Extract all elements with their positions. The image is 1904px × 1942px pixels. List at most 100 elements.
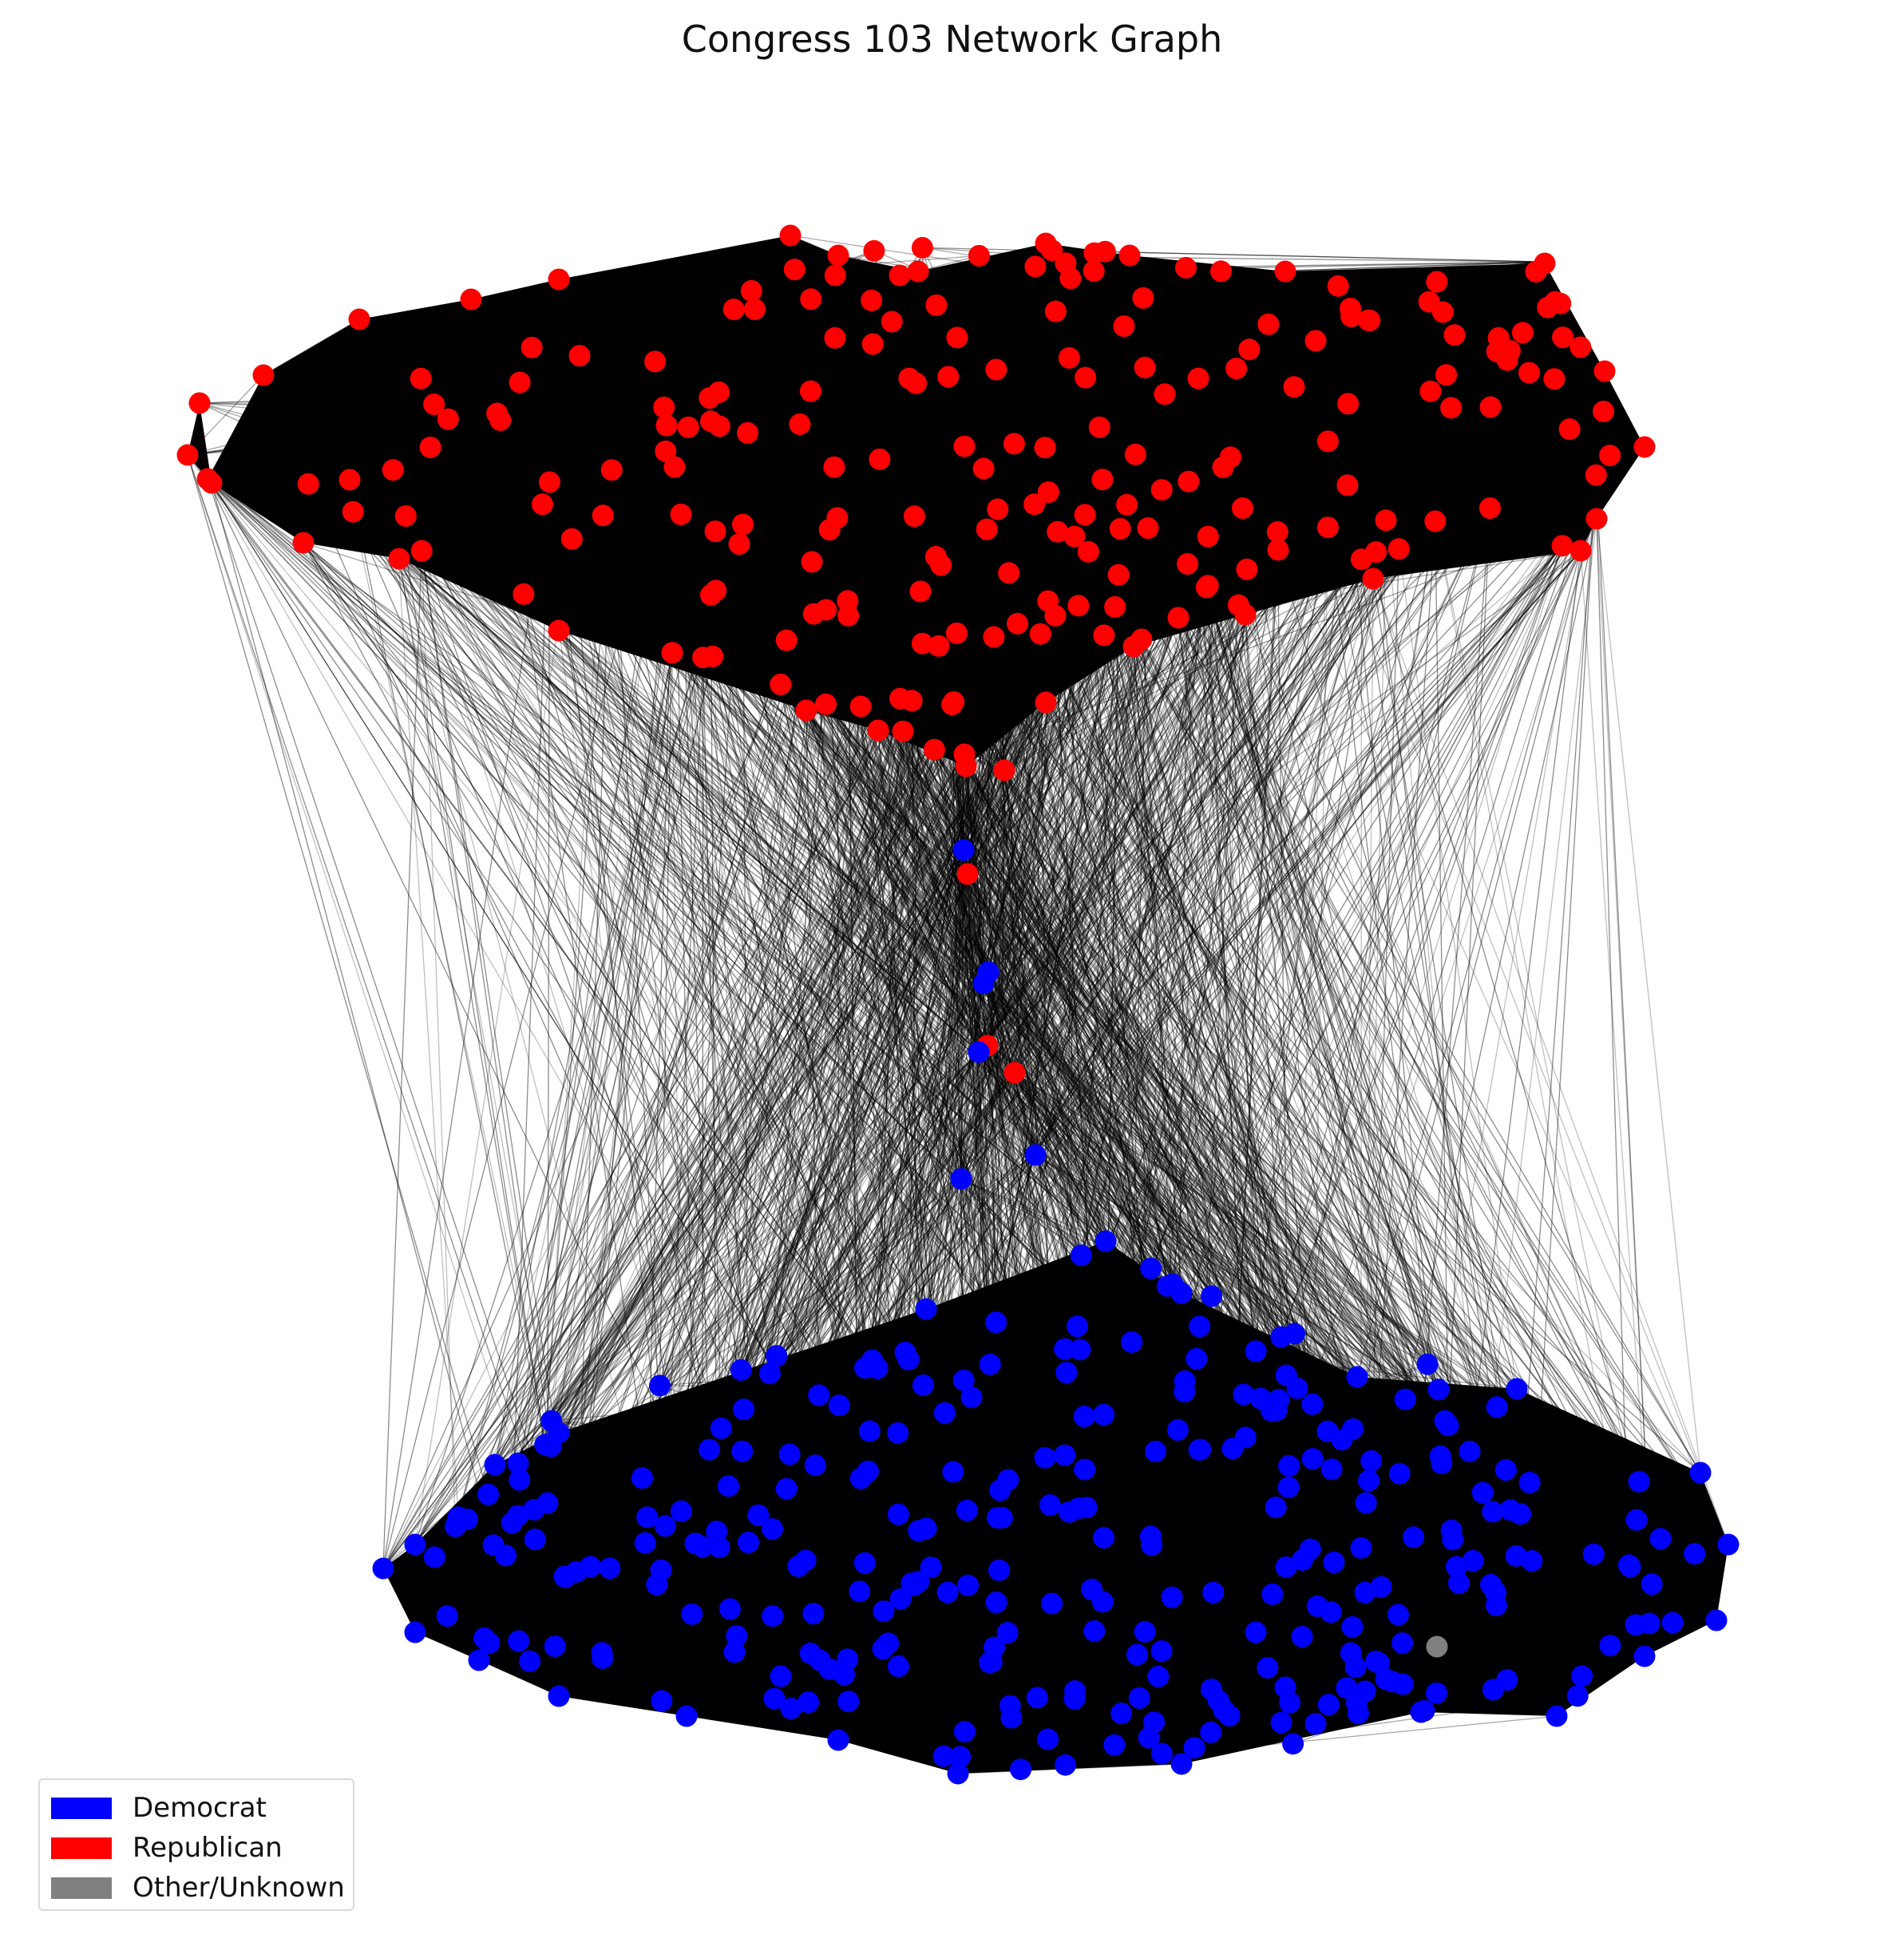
graph-edge [847, 615, 1152, 1537]
graph-edge [1007, 1479, 1290, 1703]
democrat-node [1147, 1665, 1170, 1687]
graph-edge [674, 466, 955, 702]
graph-edge [576, 508, 1244, 1572]
graph-edge [806, 446, 1645, 711]
graph-edge [571, 538, 1105, 1538]
graph-edge [859, 1240, 1106, 1592]
democrat-node [949, 1746, 972, 1768]
graph-edge [558, 630, 1533, 1561]
graph-edge [1103, 455, 1611, 1415]
democrat-node [1093, 1527, 1114, 1548]
graph-edge [967, 873, 1358, 1378]
graph-edge [1084, 349, 1250, 516]
graph-edge [555, 1450, 1471, 1647]
graph-edge [211, 482, 1105, 1415]
graph-edge [602, 515, 1474, 1561]
graph-edge [913, 516, 1201, 1450]
graph-edge [986, 528, 1471, 1452]
graph-edge [393, 453, 1136, 471]
graph-edge [187, 454, 1178, 1430]
graph-edge [382, 1568, 1273, 1595]
graph-edge [956, 266, 1036, 634]
republican-node [1132, 287, 1154, 309]
graph-edge [918, 1530, 1038, 1699]
graph-edge [1016, 623, 1282, 1338]
republican-node [1337, 393, 1360, 415]
graph-edge [702, 527, 1328, 1548]
graph-edge [979, 255, 1447, 376]
graph-edge [747, 520, 1387, 1543]
democrat-node [447, 1506, 469, 1529]
graph-edge [747, 753, 965, 1543]
graph-edge [1103, 520, 1436, 636]
graph-edge [671, 235, 791, 653]
graph-edge [965, 765, 1245, 1395]
democrat-node [1649, 1528, 1672, 1550]
graph-edge [455, 1480, 1369, 1527]
graph-edge [414, 706, 861, 1545]
graph-edge [1091, 569, 1248, 1590]
democrat-node [1625, 1614, 1647, 1636]
democrat-node [436, 1605, 458, 1627]
democrat-node [1499, 1499, 1522, 1521]
republican-node [1187, 367, 1209, 390]
graph-edge [715, 590, 1287, 1376]
graph-edge [493, 549, 1279, 1546]
graph-edge [681, 1414, 1104, 1512]
graph-edge [1083, 1240, 1106, 1417]
graph-edge [571, 538, 1087, 1508]
graph-edge [603, 350, 1498, 516]
graph-edge [1184, 1391, 1219, 1701]
graph-edge [776, 704, 827, 1356]
graph-edge [519, 528, 1149, 1481]
graph-edge [999, 1336, 1282, 1571]
graph-edge [847, 615, 927, 1310]
graph-edge [1249, 349, 1554, 380]
graph-edge [806, 403, 1348, 711]
graph-edge [740, 1045, 988, 1370]
graph-edge [500, 419, 904, 732]
republican-node [1511, 322, 1534, 344]
graph-edge [865, 1562, 1403, 1685]
graph-edge [902, 730, 1449, 1426]
graph-edge [558, 279, 1209, 537]
graph-edge [602, 515, 1105, 1415]
graph-edge [769, 706, 861, 1374]
graph-edge [715, 590, 1085, 1417]
democrat-node [1494, 1459, 1517, 1481]
graph-edge [590, 545, 1563, 1568]
graph-edge [1126, 504, 1661, 1540]
graph-edge [711, 564, 941, 596]
graph-edge [806, 710, 820, 1395]
graph-edge [769, 1373, 787, 1489]
graph-edge [518, 1479, 1009, 1642]
graph-edge [844, 1593, 1273, 1675]
republican-node [1304, 330, 1327, 352]
graph-edge [718, 607, 1116, 1548]
democrat-node [1689, 1461, 1712, 1484]
democrat-node [758, 1363, 781, 1385]
graph-edge [1315, 340, 1349, 405]
graph-edge [263, 281, 1437, 376]
democrat-node [1427, 1378, 1450, 1401]
graph-edge [487, 595, 712, 1495]
graph-edge [956, 337, 1047, 703]
graph-edge [429, 447, 1640, 1482]
democrat-node [1291, 1626, 1313, 1647]
democrat-node [853, 1552, 876, 1574]
graph-edge [665, 450, 1201, 1450]
republican-node [889, 264, 911, 287]
graph-edge [1084, 514, 1273, 1411]
republican-node [1029, 623, 1051, 645]
legend-item-democrat: Democrat [51, 1788, 342, 1828]
graph-edge [748, 1541, 1303, 1638]
republican-node [1518, 362, 1540, 384]
graph-edge [1047, 600, 1186, 1382]
republican-node [728, 533, 750, 556]
graph-edge [873, 250, 1328, 442]
graph-edge [738, 544, 1273, 1411]
graph-edge [871, 299, 1231, 458]
democrat-node [1331, 1429, 1353, 1451]
graph-edge [925, 545, 1563, 1310]
graph-edge [352, 511, 1452, 1531]
